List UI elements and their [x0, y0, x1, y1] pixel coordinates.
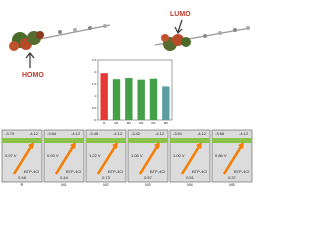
y-tick-label: 0.5 [92, 106, 97, 110]
arrow-head [28, 142, 34, 149]
lumo: -3.51 [173, 131, 183, 136]
lumo: -3.79 [5, 131, 15, 136]
y-tick-label: 2 [94, 70, 96, 74]
arrow-head [154, 142, 160, 149]
lumo-band [86, 138, 126, 143]
offset: 0.48 [18, 175, 27, 180]
acceptor-lumo: -4.12 [71, 131, 81, 136]
arrow [54, 144, 76, 175]
panel-name: M3 [145, 182, 151, 187]
acceptor: BTP-4Cl [66, 169, 81, 174]
molecule-lumo [154, 19, 251, 51]
bar [112, 79, 121, 120]
lumo: -3.45 [89, 131, 99, 136]
arrow [222, 144, 244, 175]
arrow-head [112, 142, 118, 149]
acceptor-lumo: -4.12 [113, 131, 123, 136]
lumo: -3.66 [215, 131, 225, 136]
lumo-band [212, 138, 252, 143]
offset: 0.37 [228, 175, 237, 180]
x-tick-label: M4 [151, 121, 155, 125]
lumo: -3.42 [131, 131, 141, 136]
figure: HOMO LUMO 00.511.522.5R M1 M2 M3 M4 M5 -3.79-… [1, 11, 253, 187]
panel-name: M1 [61, 182, 67, 187]
panel-name: M5 [229, 182, 235, 187]
x-tick-label: M2 [127, 121, 131, 125]
homo-label: HOMO [22, 72, 44, 79]
lumo-band [44, 138, 84, 143]
arrow [96, 144, 118, 175]
panel-name: M2 [103, 182, 109, 187]
arrow-head [70, 142, 76, 149]
voc: 1.22 V [89, 153, 101, 158]
panel-name: M4 [187, 182, 193, 187]
arrow [180, 144, 202, 175]
offset: 0.73 [102, 175, 111, 180]
acceptor-lumo: -4.12 [155, 131, 165, 136]
panel-name: R [21, 182, 24, 187]
x-tick-label: M3 [139, 121, 143, 125]
bar-chart: 0 0.5 1 1.5 2 2.5 R M1 M2 M3 M4 M5 [92, 58, 173, 125]
y-tick-label: 1 [94, 94, 96, 98]
acceptor: BTP-4Cl [234, 169, 249, 174]
lumo-band [128, 138, 168, 143]
x-tick-label: R [103, 121, 106, 125]
bar [125, 78, 133, 120]
acceptor: BTP-4Cl [108, 169, 123, 174]
bar [162, 86, 170, 120]
arrow-head [238, 142, 244, 149]
y-tick-label: 0 [94, 118, 96, 122]
arrow-head [196, 142, 202, 149]
lumo-band [170, 138, 210, 143]
voc: 0.93 V [47, 153, 59, 158]
offset: 0.57 [144, 175, 153, 180]
lumo-label: LUMO [170, 11, 191, 18]
lumo-band [2, 138, 42, 143]
voc: 0.97 V [5, 153, 17, 158]
acceptor: BTP-4Cl [24, 169, 39, 174]
acceptor: BTP-4Cl [150, 169, 165, 174]
acceptor-lumo: -4.12 [197, 131, 207, 136]
offset: 0.51 [186, 175, 195, 180]
x-tick-label: M5 [164, 121, 168, 125]
arrow [12, 144, 34, 175]
arrow [138, 144, 160, 175]
voc: 1.06 V [131, 153, 143, 158]
molecule-homo [9, 24, 111, 68]
voc: 1.00 V [173, 153, 185, 158]
y-tick-label: 1.5 [92, 82, 97, 86]
x-tick-label: M1 [114, 121, 118, 125]
acceptor: BTP-4Cl [192, 169, 207, 174]
voc: 0.86 V [215, 153, 227, 158]
bar [149, 78, 158, 120]
acceptor-lumo: -4.12 [29, 131, 39, 136]
lumo: -3.84 [47, 131, 57, 136]
offset: 0.44 [60, 175, 69, 180]
bar [137, 79, 145, 120]
y-tick-label: 2.5 [92, 58, 97, 62]
bar [100, 73, 108, 120]
acceptor-lumo: -4.12 [239, 131, 249, 136]
